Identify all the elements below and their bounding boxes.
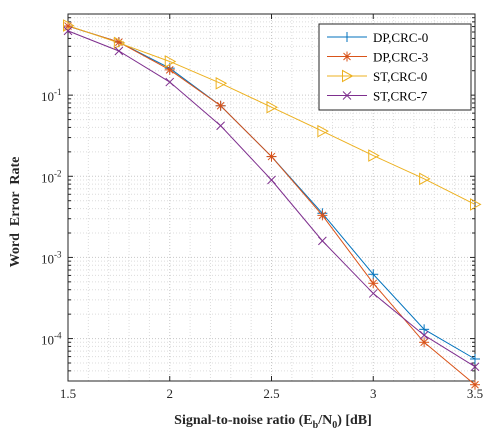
data-point bbox=[164, 55, 177, 68]
marker-stroke bbox=[419, 330, 429, 340]
data-point bbox=[470, 362, 480, 372]
data-point bbox=[368, 289, 378, 298]
marker-stroke bbox=[470, 198, 482, 211]
marker-stroke bbox=[114, 46, 124, 56]
data-point bbox=[368, 278, 379, 289]
data-point bbox=[165, 77, 175, 87]
data-point bbox=[113, 36, 126, 50]
marker-stroke bbox=[267, 152, 276, 161]
data-point bbox=[470, 354, 480, 365]
data-point bbox=[267, 175, 276, 185]
y-tick-label: 10-1 bbox=[41, 87, 62, 104]
data-point bbox=[368, 149, 380, 162]
marker-stroke bbox=[164, 55, 177, 68]
data-point bbox=[368, 269, 379, 280]
legend-marker bbox=[342, 51, 352, 62]
x-axis-label: Signal-to-noise ratio (Eb/N0) [dB] bbox=[174, 413, 372, 431]
data-point bbox=[470, 379, 480, 390]
data-point bbox=[164, 64, 175, 75]
marker-stroke bbox=[317, 124, 329, 138]
x-tick-label: 1.5 bbox=[60, 386, 76, 401]
y-tick-label: 10-4 bbox=[41, 331, 62, 348]
legend-marker bbox=[342, 91, 352, 100]
marker-stroke bbox=[216, 101, 225, 110]
marker-stroke bbox=[267, 175, 276, 185]
marker-stroke bbox=[342, 91, 352, 100]
legend: DP,CRC-0 DP,CRC-3 ST,CRC-0 ST,CRC-7 bbox=[318, 23, 472, 111]
data-point bbox=[114, 46, 124, 56]
data-point bbox=[63, 19, 75, 32]
marker-stroke bbox=[318, 211, 327, 220]
x-tick-labels: 1.5 2 2.5 3 3.5 bbox=[60, 386, 483, 401]
legend-entry-label: DP,CRC-0 bbox=[373, 30, 428, 45]
marker-stroke bbox=[471, 380, 479, 389]
series-line-3 bbox=[67, 25, 476, 205]
y-tick-label: 10-2 bbox=[41, 168, 62, 185]
marker-stroke bbox=[343, 52, 351, 61]
data-point bbox=[419, 172, 431, 186]
data-point bbox=[419, 337, 430, 348]
data-point bbox=[470, 198, 482, 211]
y-axis-label: Word Error Rate bbox=[8, 157, 23, 268]
marker-stroke bbox=[115, 38, 123, 46]
marker-stroke bbox=[342, 69, 354, 83]
legend-marker bbox=[342, 69, 354, 83]
data-point bbox=[266, 100, 279, 114]
marker-stroke bbox=[113, 36, 126, 50]
marker-stroke bbox=[369, 279, 378, 288]
data-point bbox=[419, 324, 430, 335]
marker-stroke bbox=[63, 26, 73, 36]
data-point bbox=[215, 76, 228, 90]
tick-marks bbox=[67, 14, 476, 381]
data-point bbox=[317, 210, 328, 221]
marker-stroke bbox=[216, 121, 225, 131]
marker-stroke bbox=[368, 149, 380, 162]
marker-stroke bbox=[470, 362, 480, 372]
marker-stroke bbox=[318, 236, 327, 246]
data-point bbox=[318, 236, 327, 246]
marker-stroke bbox=[215, 76, 228, 90]
legend-entry-label: ST,CRC-0 bbox=[373, 69, 427, 84]
legend-entry-label: ST,CRC-7 bbox=[373, 89, 428, 104]
data-point bbox=[419, 330, 429, 340]
x-tick-label: 3 bbox=[370, 386, 377, 401]
legend-entry-label: DP,CRC-3 bbox=[373, 50, 428, 65]
marker-stroke bbox=[420, 338, 428, 347]
data-point bbox=[63, 26, 73, 36]
series-markers bbox=[63, 19, 482, 390]
marker-stroke bbox=[368, 289, 378, 298]
data-point bbox=[317, 124, 329, 138]
x-tick-label: 2.5 bbox=[263, 386, 279, 401]
marker-stroke bbox=[419, 172, 431, 186]
marker-stroke bbox=[165, 65, 174, 74]
marker-stroke bbox=[165, 77, 175, 87]
y-tick-labels: 10-1 10-2 10-3 10-4 bbox=[41, 87, 62, 347]
data-point bbox=[266, 151, 277, 162]
y-tick-label: 10-3 bbox=[41, 249, 62, 266]
x-tick-label: 3.5 bbox=[467, 386, 483, 401]
marker-stroke bbox=[63, 19, 75, 32]
x-tick-label: 2 bbox=[167, 386, 174, 401]
data-point bbox=[215, 100, 226, 111]
data-point bbox=[216, 121, 225, 131]
marker-stroke bbox=[266, 100, 279, 114]
legend-marker bbox=[342, 32, 352, 42]
